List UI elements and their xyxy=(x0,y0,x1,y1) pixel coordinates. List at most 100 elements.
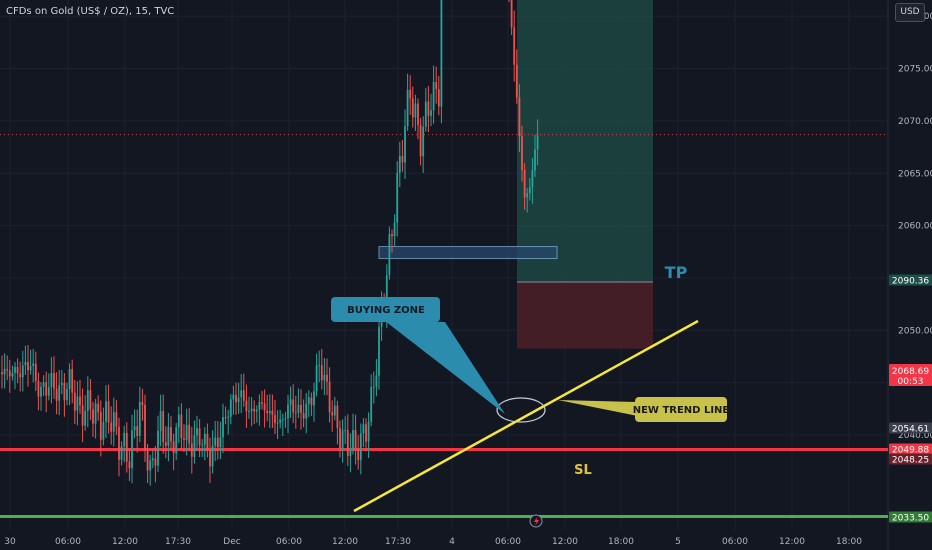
candle-body xyxy=(92,409,94,424)
trend-line[interactable] xyxy=(353,319,699,513)
candle-body xyxy=(84,411,87,426)
candle-body xyxy=(300,404,302,414)
sl-label: SL xyxy=(574,463,592,478)
candle-body xyxy=(99,412,102,440)
candle-body xyxy=(367,422,370,442)
candle-body xyxy=(170,427,172,442)
candle-body xyxy=(58,385,61,401)
candle-body xyxy=(411,98,414,118)
candle-body xyxy=(289,399,292,405)
x-tick-label: 18:00 xyxy=(608,537,634,547)
candle-body xyxy=(401,156,404,163)
chart-title: CFDs on Gold (US$ / OZ), 15, TVC xyxy=(6,6,175,17)
candle-body xyxy=(526,193,529,198)
candle-body xyxy=(424,101,427,127)
candle-body xyxy=(432,82,435,111)
candle-body xyxy=(112,412,115,432)
candle-body xyxy=(128,461,131,469)
candle-body xyxy=(409,89,412,99)
candle-body xyxy=(362,424,365,434)
candle-body xyxy=(513,27,516,65)
currency-button[interactable]: USD xyxy=(895,3,925,22)
candle-body xyxy=(357,448,360,461)
candle-body xyxy=(339,427,341,449)
candle-body xyxy=(71,369,74,393)
candle-body xyxy=(266,410,269,414)
buying-zone-box xyxy=(378,246,558,260)
candle-body xyxy=(229,399,232,417)
x-tick-label: 06:00 xyxy=(722,537,748,547)
candle-body xyxy=(268,410,271,414)
price-label: 2068.69 xyxy=(892,367,929,377)
candle-body xyxy=(240,390,243,398)
candle-body xyxy=(21,365,24,378)
candle-body xyxy=(510,0,513,28)
buying-zone-pointer xyxy=(385,321,505,414)
countdown-label: 00:53 xyxy=(898,377,924,387)
y-tick-label: 2040.00 xyxy=(898,431,932,441)
candle-body xyxy=(417,103,419,125)
candle-body xyxy=(209,450,211,467)
candle-body xyxy=(242,390,245,401)
x-tick-label: 4 xyxy=(449,537,455,547)
candle-body xyxy=(250,408,253,411)
candle-body xyxy=(534,149,536,171)
candle-body xyxy=(248,410,250,412)
x-tick-label: 30 xyxy=(4,537,16,547)
candle-body xyxy=(1,372,3,375)
candle-body xyxy=(274,415,276,424)
candle-body xyxy=(60,382,63,386)
candle-body xyxy=(398,156,401,173)
y-tick-label: 2070.00 xyxy=(898,117,932,127)
candle-body xyxy=(37,381,40,397)
candle-body xyxy=(162,411,165,443)
candle-body xyxy=(531,170,534,188)
candle-body xyxy=(216,437,219,448)
candle-body xyxy=(419,124,422,157)
y-tick-label: 2060.00 xyxy=(898,222,932,232)
candle-body xyxy=(136,426,139,436)
price-label: 2033.50 xyxy=(892,514,929,524)
candle-body xyxy=(193,435,196,457)
candle-body xyxy=(185,424,188,440)
candle-body xyxy=(422,126,425,157)
candle-body xyxy=(167,427,170,446)
x-tick-label: 06:00 xyxy=(495,537,521,547)
entry-ellipse xyxy=(496,397,546,423)
candle-body xyxy=(190,443,193,457)
candle-body xyxy=(105,401,107,422)
candle-body xyxy=(349,450,352,456)
candle-body xyxy=(232,394,235,400)
candle-body xyxy=(47,387,50,396)
candle-body xyxy=(123,432,126,447)
price-label-box xyxy=(889,364,932,386)
candle-body xyxy=(354,430,357,449)
candle-body xyxy=(16,367,19,374)
candle-body xyxy=(149,460,152,471)
candle-body xyxy=(133,426,136,431)
candle-body xyxy=(118,426,120,460)
x-tick-label: 12:00 xyxy=(332,537,358,547)
candle-body xyxy=(344,430,347,432)
candle-body xyxy=(237,397,240,403)
candle-body xyxy=(515,64,518,98)
candle-body xyxy=(157,430,159,466)
candle-body xyxy=(53,372,55,389)
candle-body xyxy=(523,170,526,198)
candle-body xyxy=(211,445,214,467)
candle-body xyxy=(323,374,326,381)
candle-body xyxy=(219,437,222,448)
candle-body xyxy=(79,396,81,406)
candle-body xyxy=(89,390,92,410)
candle-body xyxy=(287,404,289,419)
candle-body xyxy=(435,82,438,90)
x-tick-label: 06:00 xyxy=(55,537,81,547)
y-tick-label: 2065.00 xyxy=(898,169,932,179)
candle-body xyxy=(29,365,32,371)
candle-body xyxy=(284,418,287,420)
candle-body xyxy=(76,396,79,411)
candle-body xyxy=(175,427,178,454)
price-label-box xyxy=(889,511,932,523)
price-label: 2049.88 xyxy=(892,446,929,456)
